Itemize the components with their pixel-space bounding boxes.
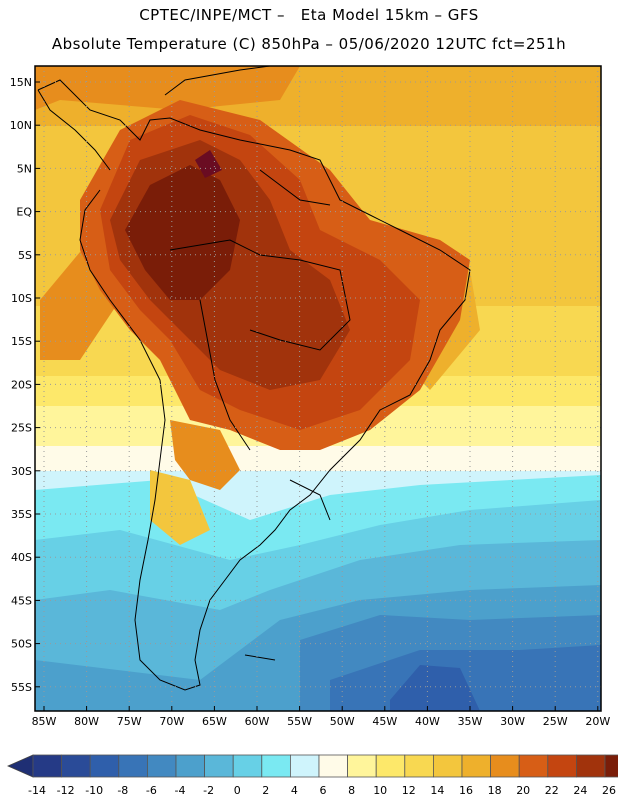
latitude-axis: 15N 10N 5N EQ 5S 10S 15S 20S 25S 30S 35S 40S 45S 50S 5… [10,76,40,694]
legend-label: 8 [348,784,355,797]
legend-swatch [89,754,120,778]
lon-label: 70W [159,715,184,728]
lon-label: 75W [117,715,142,728]
lon-label: 85W [32,715,57,728]
temperature-map: 15N 10N 5N EQ 5S 10S 15S 20S 25S 30S 35S 40S 45S 50S 5… [10,65,610,728]
legend-swatch [576,754,606,778]
legend-label: -4 [175,784,186,797]
lon-label: 50W [330,715,355,728]
legend-swatch [375,754,406,778]
legend-label: 18 [488,784,502,797]
legend-label: 4 [291,784,298,797]
lat-label: 5N [17,162,32,175]
lat-label: 20S [11,378,32,391]
lon-label: 80W [74,715,99,728]
lat-label: 45S [11,594,32,607]
legend-label: 26 [602,784,616,797]
lon-label: 60W [245,715,270,728]
legend-label: 16 [459,784,473,797]
legend-swatch [518,754,549,778]
legend-swatch [32,754,63,778]
map-frame [34,65,602,712]
legend-label: -12 [57,784,75,797]
lat-label: 30S [11,465,32,478]
legend-label: -6 [146,784,157,797]
lat-label: 15S [11,335,32,348]
lat-label: 50S [11,638,32,651]
legend-swatch [61,754,91,778]
lon-label: 25W [543,715,568,728]
color-legend: -14 -12 -10 -8 -6 -4 -2 0 2 4 6 8 10 12 14 16 18 20 22 24 26… [7,754,618,797]
lon-label: 45W [372,715,397,728]
legend-min-arrow [7,754,34,778]
legend-swatch [461,754,492,778]
lat-label: 5S [18,249,32,262]
lat-label: 25S [11,422,32,435]
legend-swatch [175,754,206,778]
lon-label: 40W [415,715,440,728]
lat-label: 55S [11,681,32,694]
legend-label: 10 [373,784,387,797]
legend-swatch [146,754,177,778]
legend-label: -2 [203,784,214,797]
legend-swatch [261,754,291,778]
legend-label: -10 [85,784,103,797]
lat-label: 15N [10,76,32,89]
legend-label: 12 [402,784,416,797]
legend-label: 20 [516,784,530,797]
lat-label: 10N [10,119,32,132]
longitude-axis: 85W 80W 75W 70W 65W 60W 55W 50W 45W 40W 35W 30W 25W 2… [32,706,610,728]
lat-label: 10S [11,292,32,305]
legend-label: -8 [117,784,128,797]
lon-label: 30W [500,715,525,728]
temperature-field [35,66,601,711]
legend-swatch [289,754,320,778]
lat-label: 35S [11,508,32,521]
legend-swatch [547,754,577,778]
title-line-2: Absolute Temperature (C) 850hPa – 05/06/… [51,35,567,53]
lat-label: 40S [11,551,32,564]
legend-label: 6 [320,784,327,797]
legend-label: 24 [573,784,587,797]
legend-label: -14 [28,784,46,797]
legend-swatch [232,754,263,778]
lon-label: 65W [202,715,227,728]
coastlines [37,66,471,691]
lon-label: 20W [585,715,610,728]
legend-swatch [490,754,520,778]
lon-label: 55W [287,715,312,728]
legend-swatch [404,754,434,778]
legend-swatch [604,754,618,778]
legend-label: 14 [430,784,444,797]
title-line-1: CPTEC/INPE/MCT – Eta Model 15km – GFS [139,6,479,24]
legend-swatch [318,754,349,778]
legend-label: 2 [262,784,269,797]
legend-label: 0 [234,784,241,797]
legend-swatch [118,754,148,778]
lat-label: EQ [16,206,32,219]
legend-swatch [204,754,234,778]
legend-label: 22 [545,784,559,797]
lon-label: 35W [458,715,483,728]
legend-swatch [347,754,377,778]
legend-swatch [432,754,463,778]
